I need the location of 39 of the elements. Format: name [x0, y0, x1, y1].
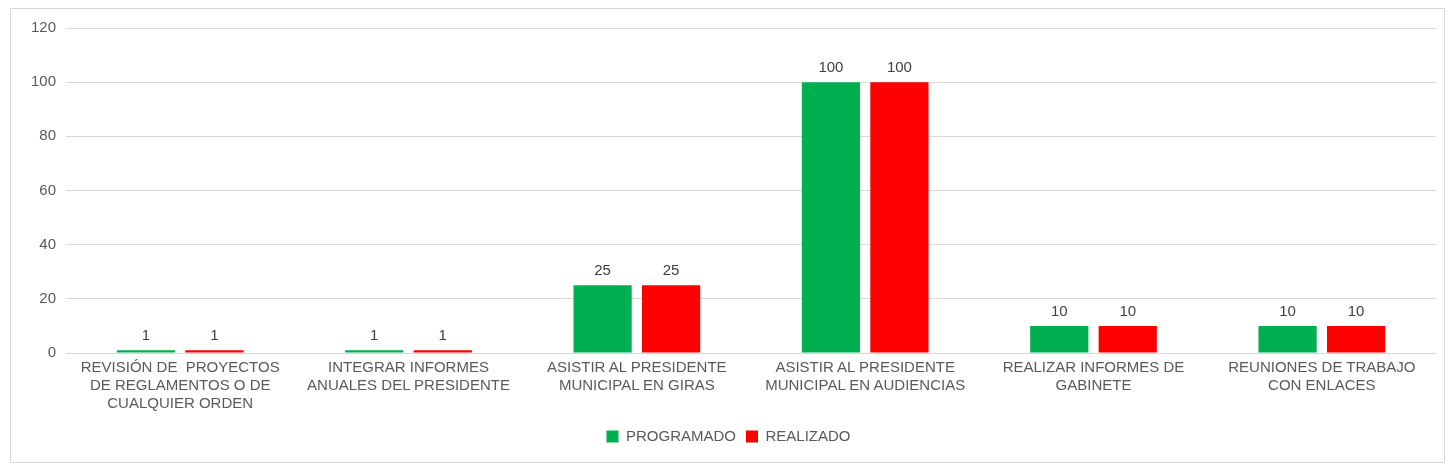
data-label: 1 — [141, 325, 151, 343]
data-label: 100 — [818, 57, 844, 75]
bar — [413, 350, 472, 353]
y-tick-label: 20 — [39, 288, 57, 306]
bar — [573, 285, 632, 353]
x-tick-label: INTEGRAR INFORMES ANUALES DEL PRESIDENTE — [307, 358, 510, 394]
data-label: 1 — [438, 325, 447, 343]
bar — [641, 285, 701, 353]
bar — [1326, 325, 1386, 353]
data-label: 10 — [1279, 301, 1296, 319]
bar — [116, 350, 176, 353]
data-label: 1 — [210, 325, 219, 343]
y-tick-label: 80 — [39, 126, 57, 144]
y-tick-label: 40 — [39, 234, 57, 252]
x-tick-label: ASISTIR AL PRESIDENTE MUNICIPAL EN GIRAS — [547, 358, 727, 394]
y-tick-label: 120 — [31, 18, 57, 36]
data-label: 1 — [370, 325, 379, 343]
x-tick-label: REUNIONES DE TRABAJO CON ENLACES — [1228, 358, 1416, 394]
data-label: 25 — [662, 260, 680, 278]
y-tick-label: 100 — [31, 72, 57, 90]
bar — [801, 82, 861, 353]
x-tick-label: REVISIÓN DE PROYECTOS DE REGLAMENTOS O DE CUALQUIER ORDEN — [80, 358, 280, 412]
data-label: 25 — [594, 260, 611, 278]
data-label: 10 — [1119, 301, 1137, 319]
bar — [1258, 325, 1317, 353]
bar — [870, 82, 929, 353]
data-label: 10 — [1050, 301, 1068, 319]
bar — [345, 350, 404, 353]
data-label: 100 — [886, 57, 912, 75]
x-tick-label: REALIZAR INFORMES DE GABINETE — [1002, 358, 1185, 394]
legend-label: REALIZADO — [765, 426, 851, 444]
x-tick-label: ASISTIR AL PRESIDENTE MUNICIPAL EN AUDIENCIAS — [765, 358, 966, 394]
legend-label: PROGRAMADO — [625, 426, 736, 444]
bar — [1098, 325, 1157, 353]
bar — [185, 350, 244, 353]
data-label: 10 — [1347, 301, 1365, 319]
y-tick-label: 60 — [39, 180, 57, 198]
bar — [1030, 325, 1089, 353]
y-tick-label: 0 — [47, 343, 57, 361]
